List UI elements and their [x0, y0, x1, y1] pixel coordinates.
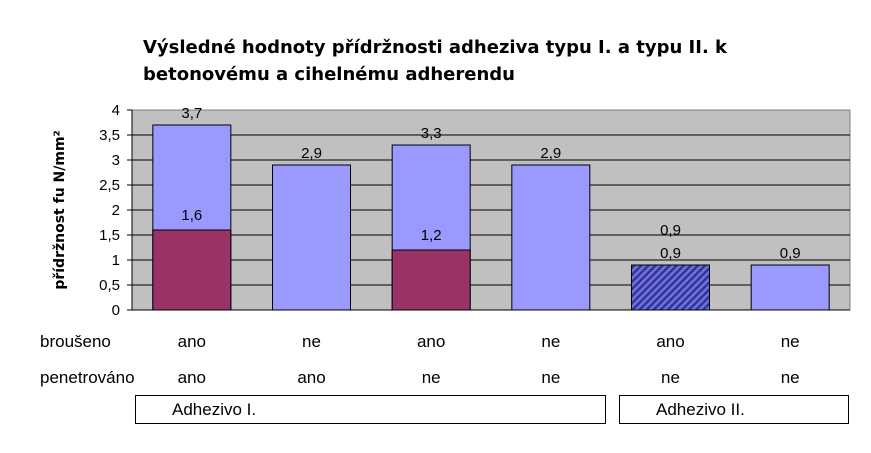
table-cell: ne — [780, 368, 800, 387]
bar-total-label: 2,9 — [540, 145, 561, 162]
bar-total-label: 0,9 — [660, 245, 681, 262]
table-cell: ano — [177, 332, 207, 351]
table-cell: ano — [416, 332, 446, 351]
table-cell: ne — [661, 368, 680, 387]
bar-inner — [152, 229, 232, 311]
bars — [152, 124, 830, 311]
row-label: broušeno — [40, 332, 111, 351]
bar-inner-label: 1,6 — [181, 207, 202, 224]
bar-inner — [391, 249, 471, 311]
row-label: penetrováno — [40, 368, 135, 387]
chart-title: Výsledné hodnoty přídržnosti adheziva ty… — [143, 37, 728, 85]
bar-total-label: 3,7 — [181, 105, 202, 122]
table-cell: ne — [302, 332, 321, 351]
table-cell: ano — [297, 368, 326, 387]
bar-total — [272, 164, 351, 311]
bar-total — [511, 164, 591, 311]
y-tick-labels: 0 0,5 1 1,5 2 2,5 3 3,5 4 — [99, 102, 132, 319]
y-tick-label: 0,5 — [99, 277, 120, 294]
bar-inner — [631, 264, 710, 311]
bar-inner-label: 0,9 — [660, 222, 681, 239]
y-tick-label: 1,5 — [99, 227, 120, 244]
y-axis-label: přídržnost fu N/mm² — [52, 130, 68, 289]
y-tick-label: 2,5 — [99, 177, 120, 194]
bar-inner-label: 1,2 — [421, 227, 442, 244]
table-cell: ne — [780, 332, 800, 351]
y-tick-label: 2 — [112, 202, 120, 219]
table-cell: ne — [541, 332, 561, 351]
y-tick-label: 1 — [112, 252, 120, 269]
gridlines — [132, 134, 850, 286]
group-box: Adhezivo II. — [619, 395, 849, 424]
bar-labels: 3,7 1,6 2,9 3,3 1,2 2,9 0,9 0,9 0,9 — [181, 105, 800, 262]
group-box: Adhezivo I. — [135, 395, 606, 424]
table-cell: ano — [656, 332, 685, 351]
table-cell: ne — [421, 368, 441, 387]
y-tick-label: 3 — [112, 152, 120, 169]
table-cell: ano — [177, 368, 207, 387]
bar-total-label: 0,9 — [780, 245, 801, 262]
bar-total-label: 3,3 — [421, 125, 442, 142]
bar-total — [750, 264, 830, 311]
y-tick-label: 4 — [112, 102, 120, 119]
bar-total-label: 2,9 — [301, 145, 322, 162]
y-tick-label: 3,5 — [99, 127, 120, 144]
y-tick-label: 0 — [112, 302, 120, 319]
table-cell: ne — [541, 368, 561, 387]
